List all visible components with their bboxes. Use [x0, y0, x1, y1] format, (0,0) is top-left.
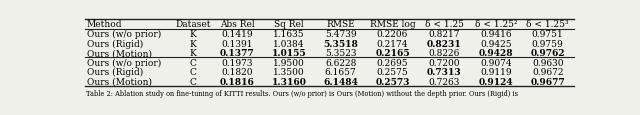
Text: 1.3160: 1.3160 [271, 77, 307, 86]
Text: 5.3518: 5.3518 [323, 39, 358, 48]
Text: Ours (Rigid): Ours (Rigid) [87, 68, 143, 77]
Text: 1.9500: 1.9500 [273, 58, 305, 67]
Text: K: K [189, 49, 196, 58]
Text: δ < 1.25²: δ < 1.25² [475, 20, 517, 29]
Text: K: K [189, 39, 196, 48]
Text: Dataset: Dataset [175, 20, 211, 29]
Text: 0.9677: 0.9677 [531, 77, 565, 86]
Text: 1.0384: 1.0384 [273, 39, 305, 48]
Text: 0.9119: 0.9119 [480, 68, 512, 77]
Text: 0.2206: 0.2206 [377, 30, 408, 39]
Text: 0.9074: 0.9074 [480, 58, 512, 67]
Text: 0.7263: 0.7263 [429, 77, 460, 86]
Text: K: K [189, 30, 196, 39]
Text: C: C [189, 58, 196, 67]
Text: 0.9672: 0.9672 [532, 68, 563, 77]
Text: 0.2695: 0.2695 [377, 58, 408, 67]
Text: Sq Rel: Sq Rel [274, 20, 304, 29]
Text: Ours (Motion): Ours (Motion) [87, 77, 152, 86]
Text: 0.9751: 0.9751 [532, 30, 564, 39]
Text: 1.1635: 1.1635 [273, 30, 305, 39]
Text: 0.9124: 0.9124 [479, 77, 513, 86]
Text: 0.8217: 0.8217 [428, 30, 460, 39]
Text: δ < 1.25³: δ < 1.25³ [526, 20, 569, 29]
Text: 0.1377: 0.1377 [220, 49, 255, 58]
Text: 0.2575: 0.2575 [376, 68, 408, 77]
Text: C: C [189, 68, 196, 77]
Text: 0.1419: 0.1419 [221, 30, 253, 39]
Text: Table 2: Ablation study on fine-tuning of KITTI results. Ours (w/o prior) is Our: Table 2: Ablation study on fine-tuning o… [86, 90, 518, 97]
Text: 0.1820: 0.1820 [221, 68, 253, 77]
Text: RMSE log: RMSE log [370, 20, 415, 29]
Text: 0.9425: 0.9425 [480, 39, 512, 48]
Text: 5.3523: 5.3523 [325, 49, 356, 58]
Text: 5.4739: 5.4739 [325, 30, 356, 39]
Text: Abs Rel: Abs Rel [220, 20, 255, 29]
Text: 0.7200: 0.7200 [428, 58, 460, 67]
Text: Ours (w/o prior): Ours (w/o prior) [87, 58, 161, 67]
Text: Method: Method [87, 20, 122, 29]
Text: 0.1391: 0.1391 [221, 39, 253, 48]
Text: δ < 1.25: δ < 1.25 [425, 20, 464, 29]
Text: 0.9428: 0.9428 [479, 49, 513, 58]
Text: 0.1816: 0.1816 [220, 77, 255, 86]
Text: RMSE: RMSE [326, 20, 355, 29]
Text: 6.1657: 6.1657 [325, 68, 356, 77]
Text: 0.9762: 0.9762 [531, 49, 565, 58]
Text: C: C [189, 77, 196, 86]
Text: 0.9759: 0.9759 [532, 39, 564, 48]
Text: 0.9416: 0.9416 [480, 30, 512, 39]
Text: Ours (w/o prior): Ours (w/o prior) [87, 30, 161, 39]
Text: 0.8231: 0.8231 [427, 39, 461, 48]
Text: 0.8226: 0.8226 [429, 49, 460, 58]
Text: 6.6228: 6.6228 [325, 58, 356, 67]
Text: 1.0155: 1.0155 [272, 49, 307, 58]
Text: 0.2174: 0.2174 [377, 39, 408, 48]
Text: 0.9630: 0.9630 [532, 58, 563, 67]
Text: Ours (Rigid): Ours (Rigid) [87, 39, 143, 48]
Text: 0.7313: 0.7313 [427, 68, 461, 77]
Text: 1.3500: 1.3500 [273, 68, 305, 77]
Text: 0.1973: 0.1973 [221, 58, 253, 67]
Text: 0.2573: 0.2573 [375, 77, 410, 86]
Text: Ours (Motion): Ours (Motion) [87, 49, 152, 58]
Text: 6.1484: 6.1484 [323, 77, 358, 86]
Text: 0.2165: 0.2165 [375, 49, 410, 58]
